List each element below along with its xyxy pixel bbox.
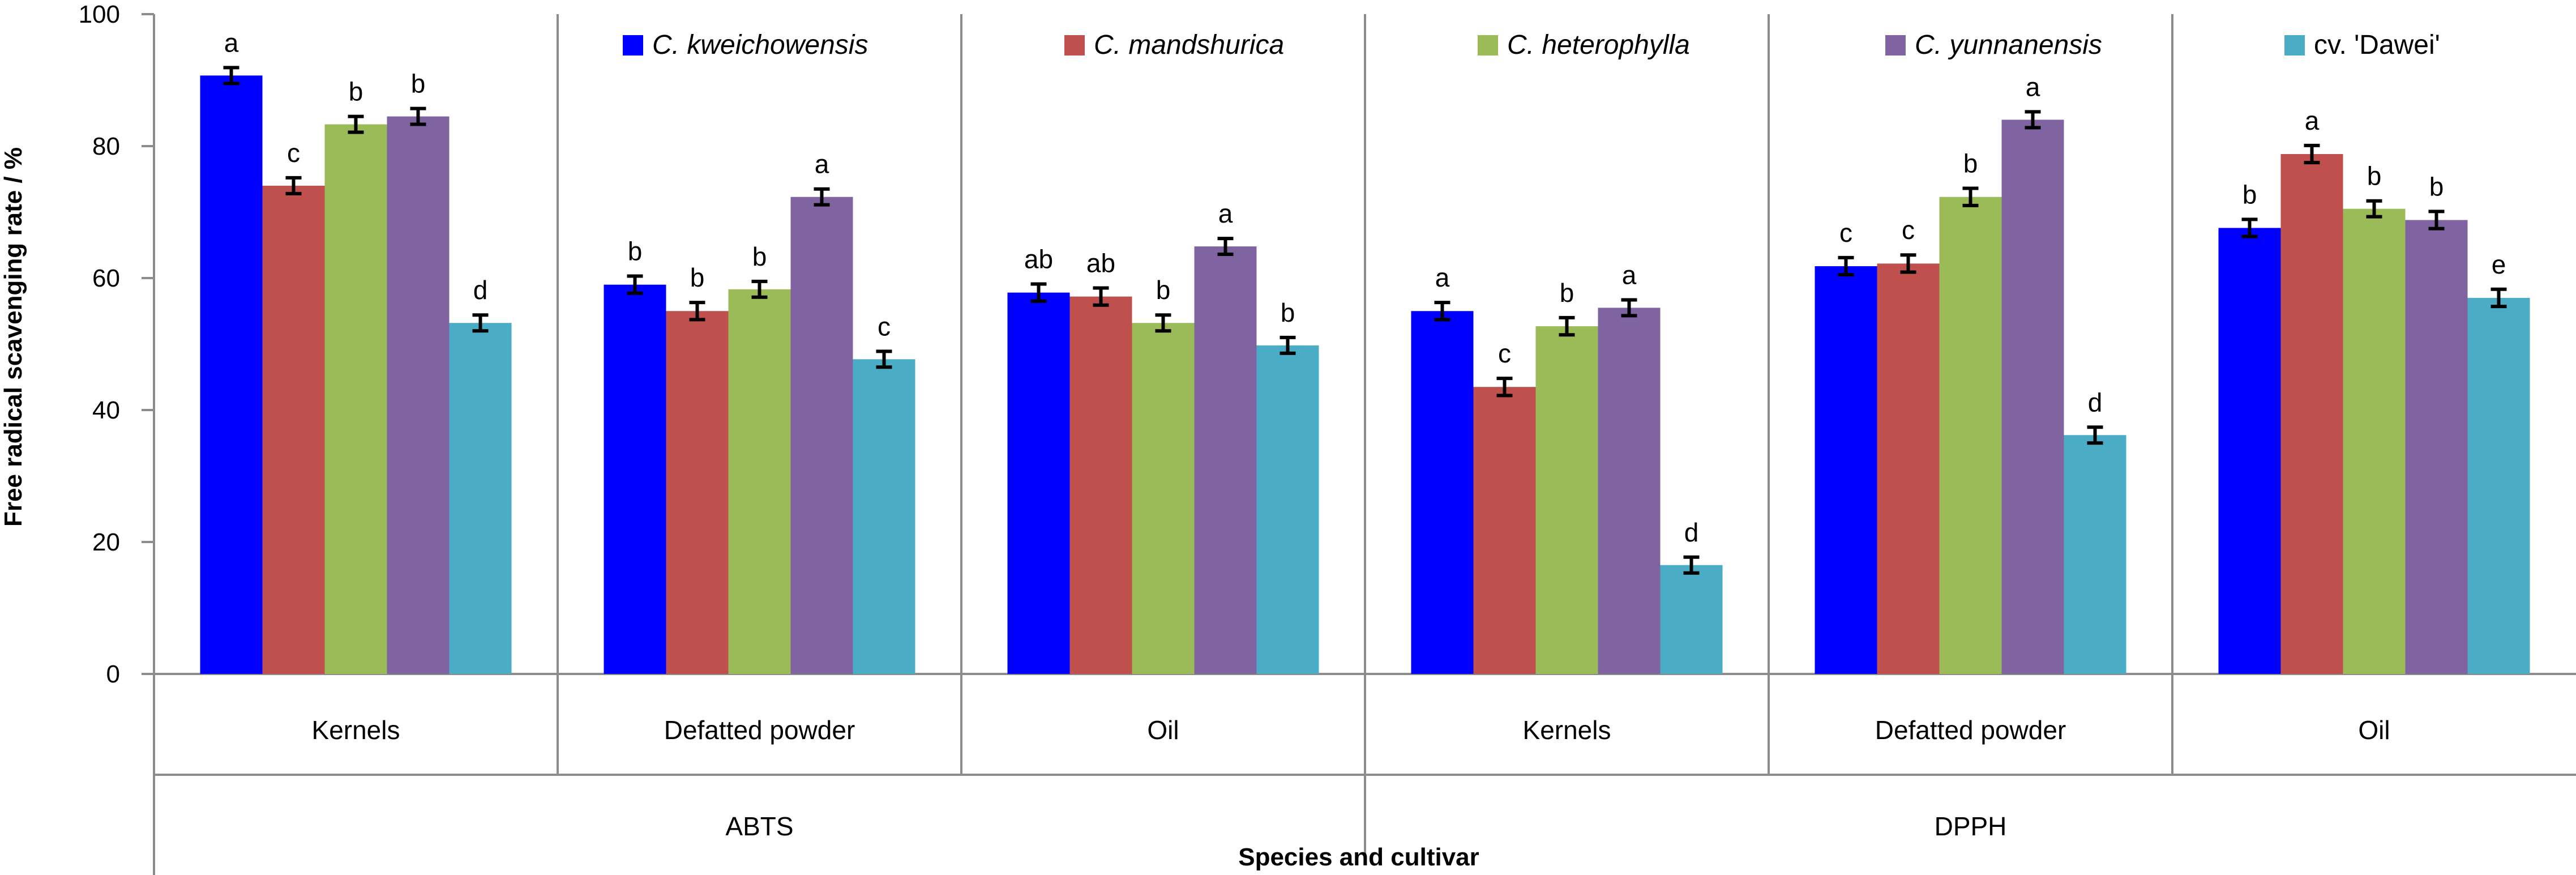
category-label: Oil — [2358, 715, 2390, 745]
significance-letter: a — [2305, 106, 2320, 135]
bar — [1660, 565, 1723, 674]
bar — [2343, 208, 2406, 674]
y-tick-label: 60 — [92, 264, 120, 292]
y-tick-label: 20 — [92, 528, 120, 556]
bar — [324, 124, 387, 674]
bar — [2218, 228, 2281, 675]
legend-label: C. yunnanensis — [1915, 30, 2102, 60]
category-label: Oil — [1147, 715, 1179, 745]
bar — [790, 197, 853, 675]
significance-letter: a — [815, 150, 829, 179]
bar — [2280, 153, 2343, 675]
significance-letter: b — [1963, 149, 1978, 178]
x-axis-title: Species and cultivar — [1238, 843, 1479, 871]
significance-letter: c — [1902, 215, 1915, 245]
labels: 0 20 40 60 80 100 Kernels Defatted powder Oil Ker… — [79, 1, 2506, 841]
significance-letter: b — [1156, 275, 1171, 305]
bar — [1007, 292, 1070, 674]
bar — [604, 284, 666, 674]
category-label: Defatted powder — [1875, 715, 2066, 745]
bars — [200, 66, 2530, 675]
significance-letter: a — [2026, 72, 2040, 101]
significance-letter: d — [1684, 518, 1699, 547]
significance-letter: d — [473, 275, 488, 305]
legend-label: C. mandshurica — [1094, 30, 1284, 60]
legend-swatch — [2284, 35, 2305, 56]
legend-label: C. kweichowensis — [652, 30, 868, 60]
bar — [262, 185, 325, 674]
significance-letter: b — [2429, 172, 2444, 201]
significance-letter: b — [1281, 298, 1295, 327]
significance-letter: a — [1622, 260, 1637, 289]
bar — [387, 116, 450, 674]
category-label: Kernels — [1523, 715, 1611, 745]
bar — [1939, 197, 2002, 675]
category-label: Defatted powder — [664, 715, 855, 745]
bar — [2467, 297, 2530, 674]
bar — [1598, 308, 1661, 674]
significance-letter: e — [2492, 250, 2506, 279]
legend-swatch — [1478, 35, 1498, 56]
bar — [2064, 435, 2126, 674]
bar — [1877, 263, 1940, 674]
y-axis-title: Free radical scavenging rate / % — [0, 147, 27, 527]
significance-letter: a — [1218, 199, 1233, 228]
significance-letter: a — [1435, 263, 1450, 292]
y-tick-label: 100 — [79, 1, 120, 28]
significance-letter: b — [752, 242, 767, 271]
bar — [728, 289, 791, 674]
significance-letter: b — [1560, 278, 1574, 308]
legend-swatch — [1885, 35, 1906, 56]
category-label: Kernels — [312, 715, 400, 745]
significance-letter: b — [628, 237, 643, 266]
chart-frame — [142, 13, 2576, 875]
bar — [1815, 266, 1877, 674]
bar — [1194, 246, 1257, 675]
bar — [449, 323, 512, 674]
legend-label: cv. 'Dawei' — [2314, 30, 2440, 60]
bar — [1256, 345, 1319, 674]
bar — [1411, 311, 1474, 674]
significance-letter: ab — [1024, 244, 1053, 274]
legend: C. kweichowensis C. mandshurica C. heterop… — [623, 30, 2440, 60]
bar — [1132, 323, 1195, 674]
significance-letter: c — [1498, 339, 1511, 368]
legend-swatch — [1064, 35, 1085, 56]
group-label: ABTS — [725, 812, 793, 841]
significance-letter: c — [878, 311, 891, 341]
bar — [200, 75, 263, 675]
y-tick-label: 80 — [92, 133, 120, 160]
group-label: DPPH — [1935, 812, 2007, 841]
bar — [853, 359, 915, 674]
bar — [1535, 326, 1598, 674]
bar — [2001, 119, 2064, 674]
significance-letter: c — [1839, 218, 1852, 247]
significance-letter: d — [2088, 387, 2103, 417]
significance-letter: c — [287, 138, 300, 168]
significance-letter: ab — [1086, 248, 1115, 278]
y-tick-label: 40 — [92, 396, 120, 424]
significance-letter: a — [224, 28, 239, 57]
legend-swatch — [623, 35, 643, 56]
legend-label: C. heterophylla — [1507, 30, 1690, 60]
bar — [666, 311, 729, 674]
significance-letter: b — [690, 263, 705, 292]
bar — [2405, 220, 2468, 675]
significance-letter: b — [2367, 161, 2382, 191]
bar — [1069, 296, 1132, 674]
significance-letter: b — [349, 77, 363, 106]
significance-letter: b — [2243, 180, 2257, 209]
significance-letter: b — [411, 69, 426, 99]
y-tick-label: 0 — [106, 660, 120, 688]
bar — [1473, 387, 1536, 674]
